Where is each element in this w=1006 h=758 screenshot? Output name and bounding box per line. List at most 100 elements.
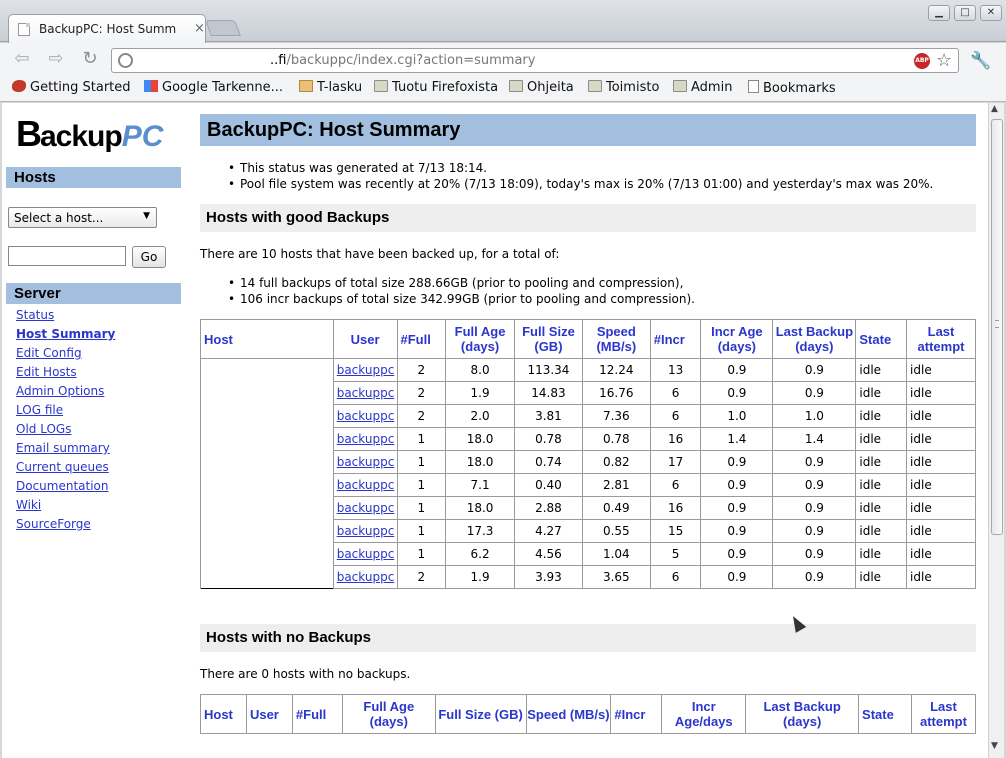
col-header-last-attempt[interactable]: Last attempt bbox=[906, 319, 976, 359]
backuppc-logo[interactable]: BackupPC bbox=[16, 113, 164, 154]
col-header-full-size[interactable]: Full Size (GB) bbox=[514, 319, 583, 359]
bookmark-folder-toimisto[interactable]: Toimisto bbox=[588, 80, 659, 98]
maximize-icon[interactable]: □ bbox=[954, 5, 976, 21]
col-header-incr-age[interactable]: Incr Age/days bbox=[661, 694, 747, 734]
user-link[interactable]: backuppc bbox=[336, 524, 395, 538]
state: idle bbox=[855, 404, 908, 428]
col-header-full-size[interactable]: Full Size (GB) bbox=[434, 694, 527, 734]
nav-documentation[interactable]: Documentation bbox=[16, 479, 109, 493]
go-button[interactable]: Go bbox=[132, 246, 166, 268]
nav-current-queues[interactable]: Current queues bbox=[16, 460, 109, 474]
incr-count: 17 bbox=[649, 450, 702, 474]
col-header-incr[interactable]: #Incr bbox=[610, 694, 663, 734]
user-link[interactable]: backuppc bbox=[336, 455, 395, 469]
user-link[interactable]: backuppc bbox=[336, 363, 395, 377]
good-backups-body: backuppc 2 8.0 113.34 12.24 13 0.9 0.9 idle idle b… bbox=[200, 358, 976, 589]
col-header-host[interactable]: Host bbox=[200, 319, 334, 359]
table-row: backuppc 1 18.0 2.88 0.49 16 0.9 0.9 idle idle bbox=[200, 496, 976, 520]
vertical-scrollbar[interactable]: ▲ ▼ bbox=[988, 103, 1004, 758]
browser-tab[interactable]: BackupPC: Host Summ × bbox=[8, 14, 206, 43]
address-bar[interactable]: ..fi/backuppc/index.cgi?action=summary A… bbox=[111, 48, 959, 73]
col-header-incr-age[interactable]: Incr Age (days) bbox=[700, 319, 774, 359]
full-size: 113.34 bbox=[514, 358, 583, 382]
bookmark-google[interactable]: Google Tarkenne... bbox=[144, 80, 283, 98]
new-tab-button[interactable] bbox=[205, 20, 241, 36]
nav-host-summary[interactable]: Host Summary bbox=[16, 327, 116, 341]
wrench-menu-icon[interactable]: 🔧 bbox=[970, 51, 992, 71]
user-link[interactable]: backuppc bbox=[336, 570, 395, 584]
user-link: backuppc bbox=[332, 427, 398, 451]
col-header-user[interactable]: User bbox=[332, 319, 398, 359]
col-header-last-attempt[interactable]: Last attempt bbox=[910, 694, 977, 734]
table-row: backuppc 1 18.0 0.78 0.78 16 1.4 1.4 idle idle bbox=[200, 427, 976, 451]
last-attempt: idle bbox=[906, 565, 976, 589]
nav-wiki[interactable]: Wiki bbox=[16, 498, 42, 512]
user-link: backuppc bbox=[332, 542, 398, 566]
bookmark-folder-ohjeita[interactable]: Ohjeita bbox=[509, 80, 574, 98]
nav-old-logs[interactable]: Old LOGs bbox=[16, 422, 72, 436]
user-link[interactable]: backuppc bbox=[336, 432, 395, 446]
back-arrow-icon[interactable]: ⇦ bbox=[14, 48, 30, 69]
scroll-up-icon[interactable]: ▲ bbox=[991, 104, 998, 114]
col-header-state[interactable]: State bbox=[855, 319, 908, 359]
nav-edit-hosts[interactable]: Edit Hosts bbox=[16, 365, 77, 379]
col-header-last-backup[interactable]: Last Backup (days) bbox=[745, 694, 860, 734]
scroll-down-icon[interactable]: ▼ bbox=[991, 741, 998, 751]
bookmark-t-lasku[interactable]: T-lasku bbox=[299, 80, 362, 98]
user-link[interactable]: backuppc bbox=[336, 547, 395, 561]
adblock-icon[interactable]: ABP bbox=[914, 53, 930, 69]
full-count: 2 bbox=[396, 358, 447, 382]
close-icon[interactable]: ✕ bbox=[980, 5, 1002, 21]
full-count: 1 bbox=[396, 519, 447, 543]
user-link[interactable]: backuppc bbox=[336, 409, 395, 423]
full-count: 1 bbox=[396, 427, 447, 451]
host-select[interactable]: Select a host... ▼ bbox=[8, 207, 157, 228]
nav-email-summary[interactable]: Email summary bbox=[16, 441, 110, 455]
incr-count: 6 bbox=[649, 565, 702, 589]
scrollbar-thumb[interactable] bbox=[991, 119, 1003, 535]
server-heading: Server bbox=[6, 283, 181, 304]
user-link: backuppc bbox=[332, 473, 398, 497]
full-age: 8.0 bbox=[445, 358, 516, 382]
col-header-state[interactable]: State bbox=[858, 694, 912, 734]
col-header-speed[interactable]: Speed (MB/s) bbox=[525, 694, 612, 734]
bookmark-star-icon[interactable]: ☆ bbox=[936, 50, 953, 71]
col-header-full[interactable]: #Full bbox=[396, 319, 447, 359]
bookmark-getting-started[interactable]: Getting Started bbox=[12, 80, 131, 98]
user-link[interactable]: backuppc bbox=[336, 386, 395, 400]
host-search-input[interactable] bbox=[8, 246, 126, 266]
incr-age: 0.9 bbox=[700, 381, 774, 405]
col-header-speed[interactable]: Speed (MB/s) bbox=[581, 319, 651, 359]
nav-admin-options[interactable]: Admin Options bbox=[16, 384, 105, 398]
col-header-full-age[interactable]: Full Age (days) bbox=[445, 319, 516, 359]
reload-icon[interactable]: ↻ bbox=[82, 48, 98, 69]
bookmark-folder-admin[interactable]: Admin bbox=[673, 80, 732, 98]
bookmarks-bar: Getting Started Google Tarkenne... T-las… bbox=[0, 76, 1006, 102]
col-header-incr[interactable]: #Incr bbox=[649, 319, 702, 359]
full-size: 4.56 bbox=[514, 542, 583, 566]
bookmark-label: Bookmarks bbox=[763, 81, 836, 96]
nav-sourceforge[interactable]: SourceForge bbox=[16, 517, 91, 531]
col-header-host[interactable]: Host bbox=[200, 694, 247, 734]
nav-status[interactable]: Status bbox=[16, 308, 55, 322]
incr-count: 5 bbox=[649, 542, 702, 566]
status-bullet: Pool file system was recently at 20% (7/… bbox=[228, 176, 933, 192]
speed: 7.36 bbox=[581, 404, 651, 428]
col-header-last-backup[interactable]: Last Backup (days) bbox=[772, 319, 857, 359]
nav-log-file[interactable]: LOG file bbox=[16, 403, 64, 417]
incr-age: 0.9 bbox=[700, 565, 774, 589]
full-count: 1 bbox=[396, 450, 447, 474]
minimize-icon[interactable]: ▁ bbox=[928, 5, 950, 21]
full-count: 2 bbox=[396, 404, 447, 428]
bookmark-folder-firefox[interactable]: Tuotu Firefoxista bbox=[374, 80, 498, 98]
col-header-full[interactable]: #Full bbox=[291, 694, 343, 734]
url-text[interactable]: ..fi/backuppc/index.cgi?action=summary bbox=[270, 53, 535, 68]
bookmark-bookmarks[interactable]: Bookmarks bbox=[748, 80, 836, 98]
nav-edit-config[interactable]: Edit Config bbox=[16, 346, 82, 360]
user-link[interactable]: backuppc bbox=[336, 478, 395, 492]
forward-arrow-icon[interactable]: ⇨ bbox=[48, 48, 64, 69]
user-link[interactable]: backuppc bbox=[336, 501, 395, 515]
col-header-user[interactable]: User bbox=[245, 694, 293, 734]
tab-close-icon[interactable]: × bbox=[194, 21, 205, 36]
col-header-full-age[interactable]: Full Age (days) bbox=[341, 694, 436, 734]
